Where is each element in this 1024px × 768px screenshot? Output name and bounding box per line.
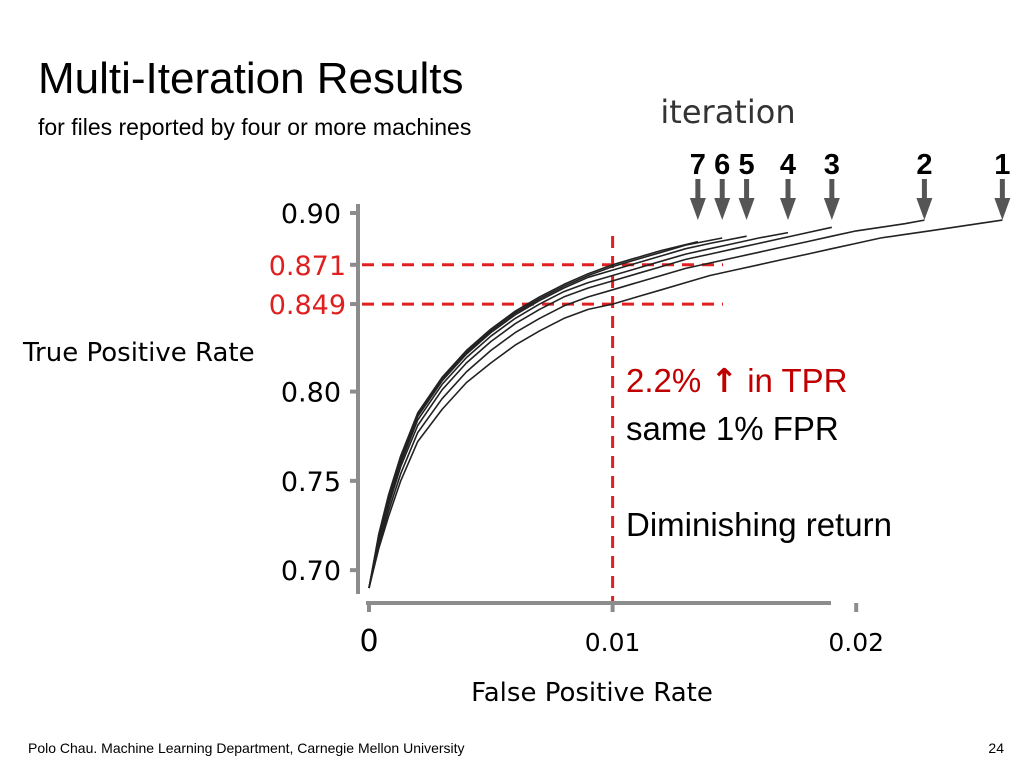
iteration-label-3: 3 [824,149,840,181]
axes [350,204,859,612]
down-arrow-icon [994,198,1011,220]
iteration-label-1: 1 [994,149,1010,181]
x-tick-label: 0.01 [585,628,641,657]
down-arrow-icon [689,198,706,220]
same-fpr-callout: same 1% FPR [626,410,839,447]
down-arrow-icon [714,198,731,220]
slide-footer: Polo Chau. Machine Learning Department, … [28,740,465,756]
y-highlight-tick-label: 0.871 [269,251,346,282]
tpr-gain-value: 2.2% [626,362,702,399]
reference-lines [362,236,723,605]
x-tick-label: 0.02 [828,628,884,657]
up-arrow-icon: ↑ [710,361,739,400]
x-tick-label: 0 [359,624,378,659]
iteration-label-4: 4 [780,149,796,181]
x-axis-title: False Positive Rate [471,678,713,708]
slide-title: Multi-Iteration Results [38,54,464,103]
y-axis-title: True Positive Rate [22,338,255,368]
series-line-iteration-1 [368,219,1003,589]
tpr-gain-suffix: in TPR [738,362,848,399]
iteration-header: iteration [660,93,795,131]
diminishing-return-callout: Diminishing return [626,506,892,543]
tpr-gain-callout: 2.2% ↑ in TPR [626,361,847,401]
down-arrow-icon [823,198,840,220]
down-arrow-icon [916,198,933,220]
slide-subtitle: for files reported by four or more machi… [38,114,472,140]
y-tick-label: 0.70 [281,556,341,587]
series-lines [368,219,1003,589]
axis-labels: 0.70 0.75 0.80 0.90 0.871 0.849 0 0.01 0.02 False… [22,93,884,708]
series-line-iteration-7 [368,240,699,589]
iteration-label-6: 6 [714,149,730,181]
down-arrow-icon [779,198,796,220]
down-arrow-icon [738,198,755,220]
y-highlight-tick-label: 0.849 [269,290,346,321]
y-tick-label: 0.75 [281,467,341,498]
series-line-iteration-3 [368,226,832,589]
y-tick-label: 0.80 [281,378,341,409]
iteration-label-7: 7 [690,149,706,181]
series-line-iteration-4 [368,231,789,589]
iteration-label-2: 2 [916,149,932,181]
iteration-label-5: 5 [739,149,755,181]
page-number: 24 [988,740,1004,756]
series-line-iteration-2 [368,219,925,589]
y-tick-label: 0.90 [281,199,341,230]
